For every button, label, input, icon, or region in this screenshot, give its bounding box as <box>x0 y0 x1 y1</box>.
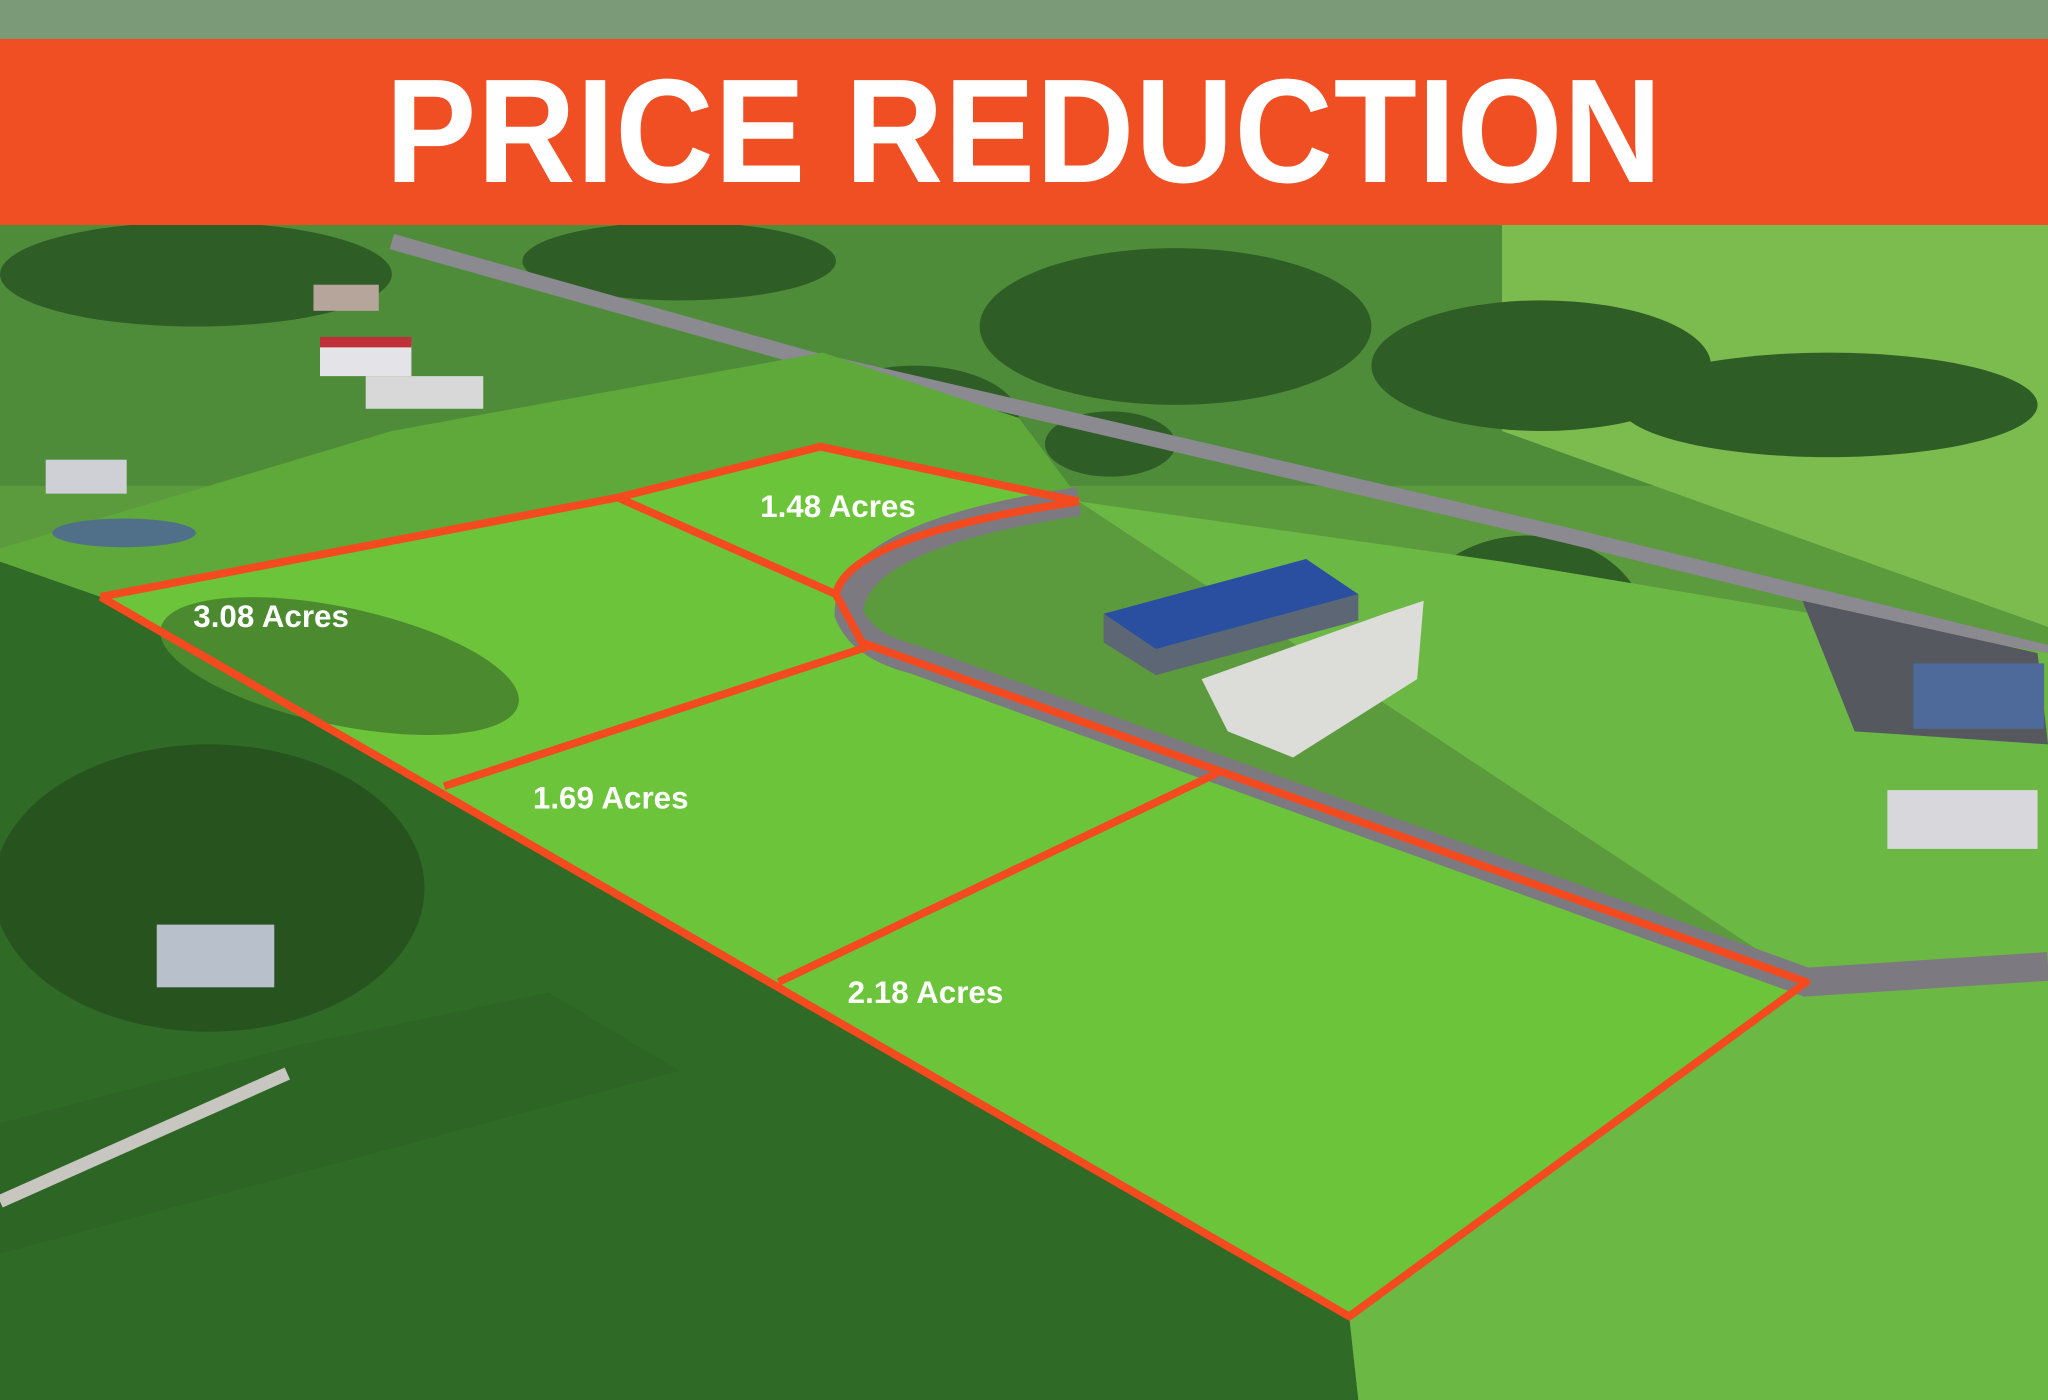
parcel-outline-south <box>98 497 1811 1321</box>
tall-grass-patch <box>160 597 519 735</box>
store-building <box>1913 663 2045 729</box>
corn-rows-shade <box>0 992 680 1254</box>
driveway <box>0 1067 291 1208</box>
building-roof <box>1103 558 1359 650</box>
pond <box>52 518 196 548</box>
parking-lot <box>1201 600 1424 758</box>
garage-building <box>1887 790 2038 849</box>
banner-text: PRICE REDUCTION <box>385 49 1663 214</box>
divider-148-308 <box>616 493 838 598</box>
farmhouse <box>156 924 275 988</box>
price-reduction-banner: PRICE REDUCTION <box>0 39 2048 225</box>
right-lawn <box>1078 501 2048 1400</box>
lot-label-148: 1.48 Acres <box>760 489 916 524</box>
homestead-trees <box>0 744 425 1032</box>
divider-169-218 <box>776 769 1219 986</box>
lot-label-169: 1.69 Acres <box>533 780 689 815</box>
highway <box>389 234 2048 661</box>
parcel-outline-north <box>99 442 1080 601</box>
corn-field <box>0 561 1359 1400</box>
divider-308-169 <box>442 641 874 790</box>
parcel-outlines <box>98 442 1811 1321</box>
pasture <box>0 352 1082 597</box>
lot-label-308: 3.08 Acres <box>193 599 349 634</box>
parcel-grass <box>100 446 1807 1317</box>
lot-label-218: 2.18 Acres <box>848 975 1004 1010</box>
village-buildings <box>45 284 484 494</box>
building-wall <box>1103 594 1359 676</box>
